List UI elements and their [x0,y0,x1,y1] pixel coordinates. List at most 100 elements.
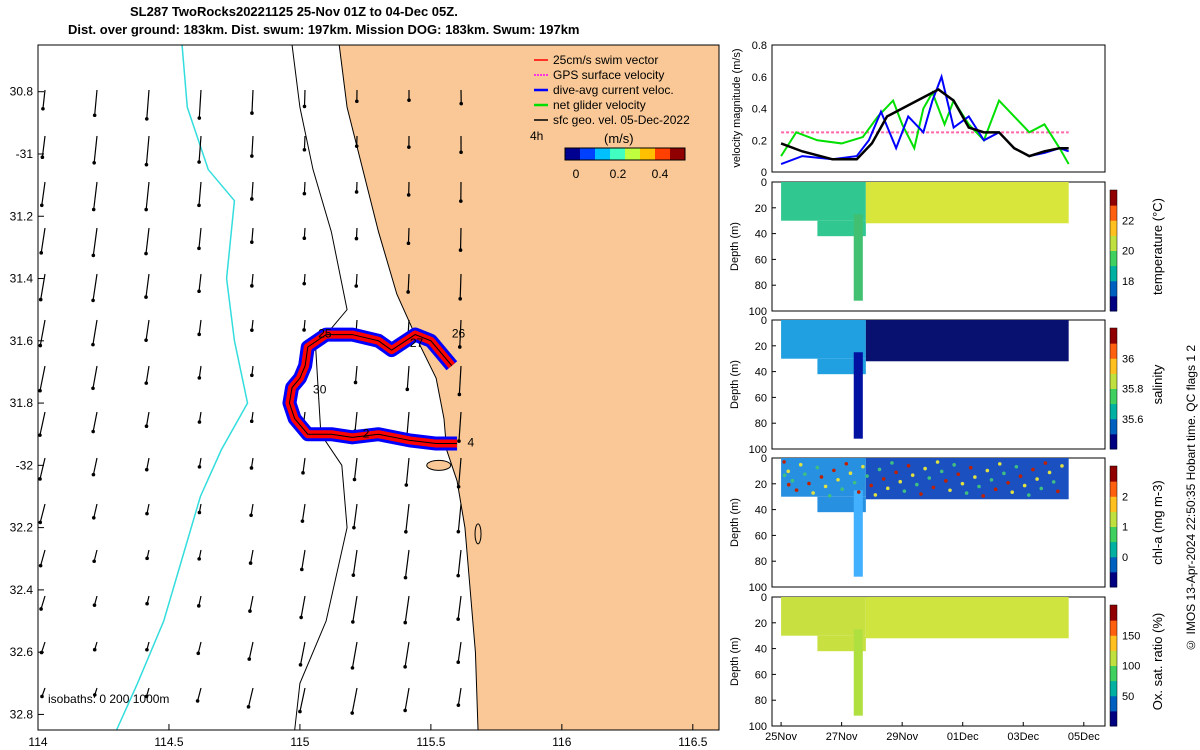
velocity-arrow-head [354,236,359,241]
velocity-arrow [41,181,46,206]
colorbar-cell [1110,328,1117,344]
velocity-arrow-head [250,154,254,158]
velocity-arrow [407,227,410,244]
section-ylabel: Depth (m) [729,498,741,547]
velocity-arrow-head [250,240,254,244]
velocity-arrow [249,595,254,612]
chl-dot [977,484,981,489]
section-y-tick-label: 0 [761,453,767,465]
velocity-arrow-head [38,433,42,437]
colorbar-cell [1110,620,1117,636]
chl-dot [952,463,956,467]
velocity-arrow-head [145,647,149,652]
velocity-arrow-head [456,660,461,665]
velocity-arrow [458,457,462,487]
velocity-arrow-head [301,471,305,475]
track-day-label: 25 [318,327,332,341]
velocity-arrow-head [249,513,253,518]
velocity-arrow-head [144,424,149,429]
velocity-arrow-head [302,236,307,241]
velocity-arrow-head [197,510,202,515]
chl-dot [997,462,1002,466]
colorbar-tick-label: 150 [1122,630,1140,642]
velocity-arrow-head [354,144,359,148]
map-y-tick-label: -32 [16,458,34,472]
section-y-tick-label: 60 [755,530,767,542]
legend-entry: sfc geo. vel. 05-Dec-2022 [553,113,690,127]
map-x-tick-label: 114 [28,735,47,749]
velocity-arrow-head [404,483,409,487]
velocity-arrow-head [39,607,43,611]
velocity-arrow [145,411,150,427]
velocity-arrow-head [144,467,149,472]
velocity-arrow-head [403,708,407,713]
colorbar-cell [595,148,610,160]
section-data-main [865,597,1069,639]
velocity-arrow [145,365,150,384]
velocity-arrow-head [298,709,302,714]
velocity-arrow [299,687,306,712]
velocity-arrow-head [197,116,202,120]
chl-dot [786,482,791,487]
velocity-arrow-head [247,657,252,661]
section-data-early [781,597,866,636]
chl-dot [798,462,803,467]
velocity-arrow-head [456,573,460,578]
velocity-arrow [39,503,46,523]
colorbar-cell [610,148,625,160]
velocity-arrow-head [92,647,97,652]
velocity-arrow [93,181,98,210]
chl-dot [973,475,977,479]
velocity-arrow-head [456,617,460,621]
velocity-arrow [457,503,462,532]
colorbar-cell [1110,235,1117,251]
section-ylabel: Depth (m) [729,360,741,409]
section-y-tick-label: 80 [755,556,767,568]
velocity-arrow-head [456,529,461,534]
velocity-arrow-head [250,111,254,115]
section-data-spike [853,352,863,439]
velocity-arrow-head [457,439,461,443]
chl-dot [856,490,861,494]
colorbar-cell [1110,695,1117,712]
colorbar-tick-label: 18 [1122,276,1134,288]
chart-title: SL287 TwoRocks20221125 25-Nov 01Z to 04-… [130,4,458,19]
velocity-arrow-head [250,197,254,201]
chl-dot [827,493,832,498]
chl-dot [956,472,961,477]
colorbar-cell [1110,373,1117,389]
velocity-arrow-head [38,477,42,481]
map-y-tick-label: 32.4 [10,583,34,597]
map-x-tick-label: 115 [290,735,309,749]
map-x-tick-label: 115.5 [416,735,445,749]
velocity-series [780,87,1069,161]
chl-dot [1022,483,1027,488]
velocity-arrow-head [145,556,149,561]
colorbar-label: chl-a (mg m-3) [1150,480,1165,565]
velocity-arrow [459,319,462,348]
velocity-arrow-head [352,477,357,482]
velocity-arrow-head [41,106,45,111]
chl-dot [852,480,857,485]
velocity-arrow [197,687,202,702]
colorbar-tick-label: 36 [1122,353,1134,365]
velocity-arrow [247,687,254,707]
velocity-arrow-head [38,563,43,568]
rottnest-island [426,459,452,471]
chl-dot [989,478,994,482]
section-x-tick-label: 05Dec [1068,731,1100,743]
velocity-arrow-head [302,104,307,109]
chl-dot [1047,470,1052,475]
velocity-arrow [457,549,462,576]
velocity-arrow-head [92,559,96,564]
chl-dot [836,478,840,482]
coastline [338,44,479,731]
velocity-arrow-head [38,520,43,525]
section-y-tick-label: 60 [755,392,767,404]
chl-dot [1031,467,1035,472]
velocity-arrow [251,227,254,243]
velocity-arrow-head [144,117,149,121]
velocity-arrow [250,549,254,564]
colorbar-cell [640,148,655,160]
